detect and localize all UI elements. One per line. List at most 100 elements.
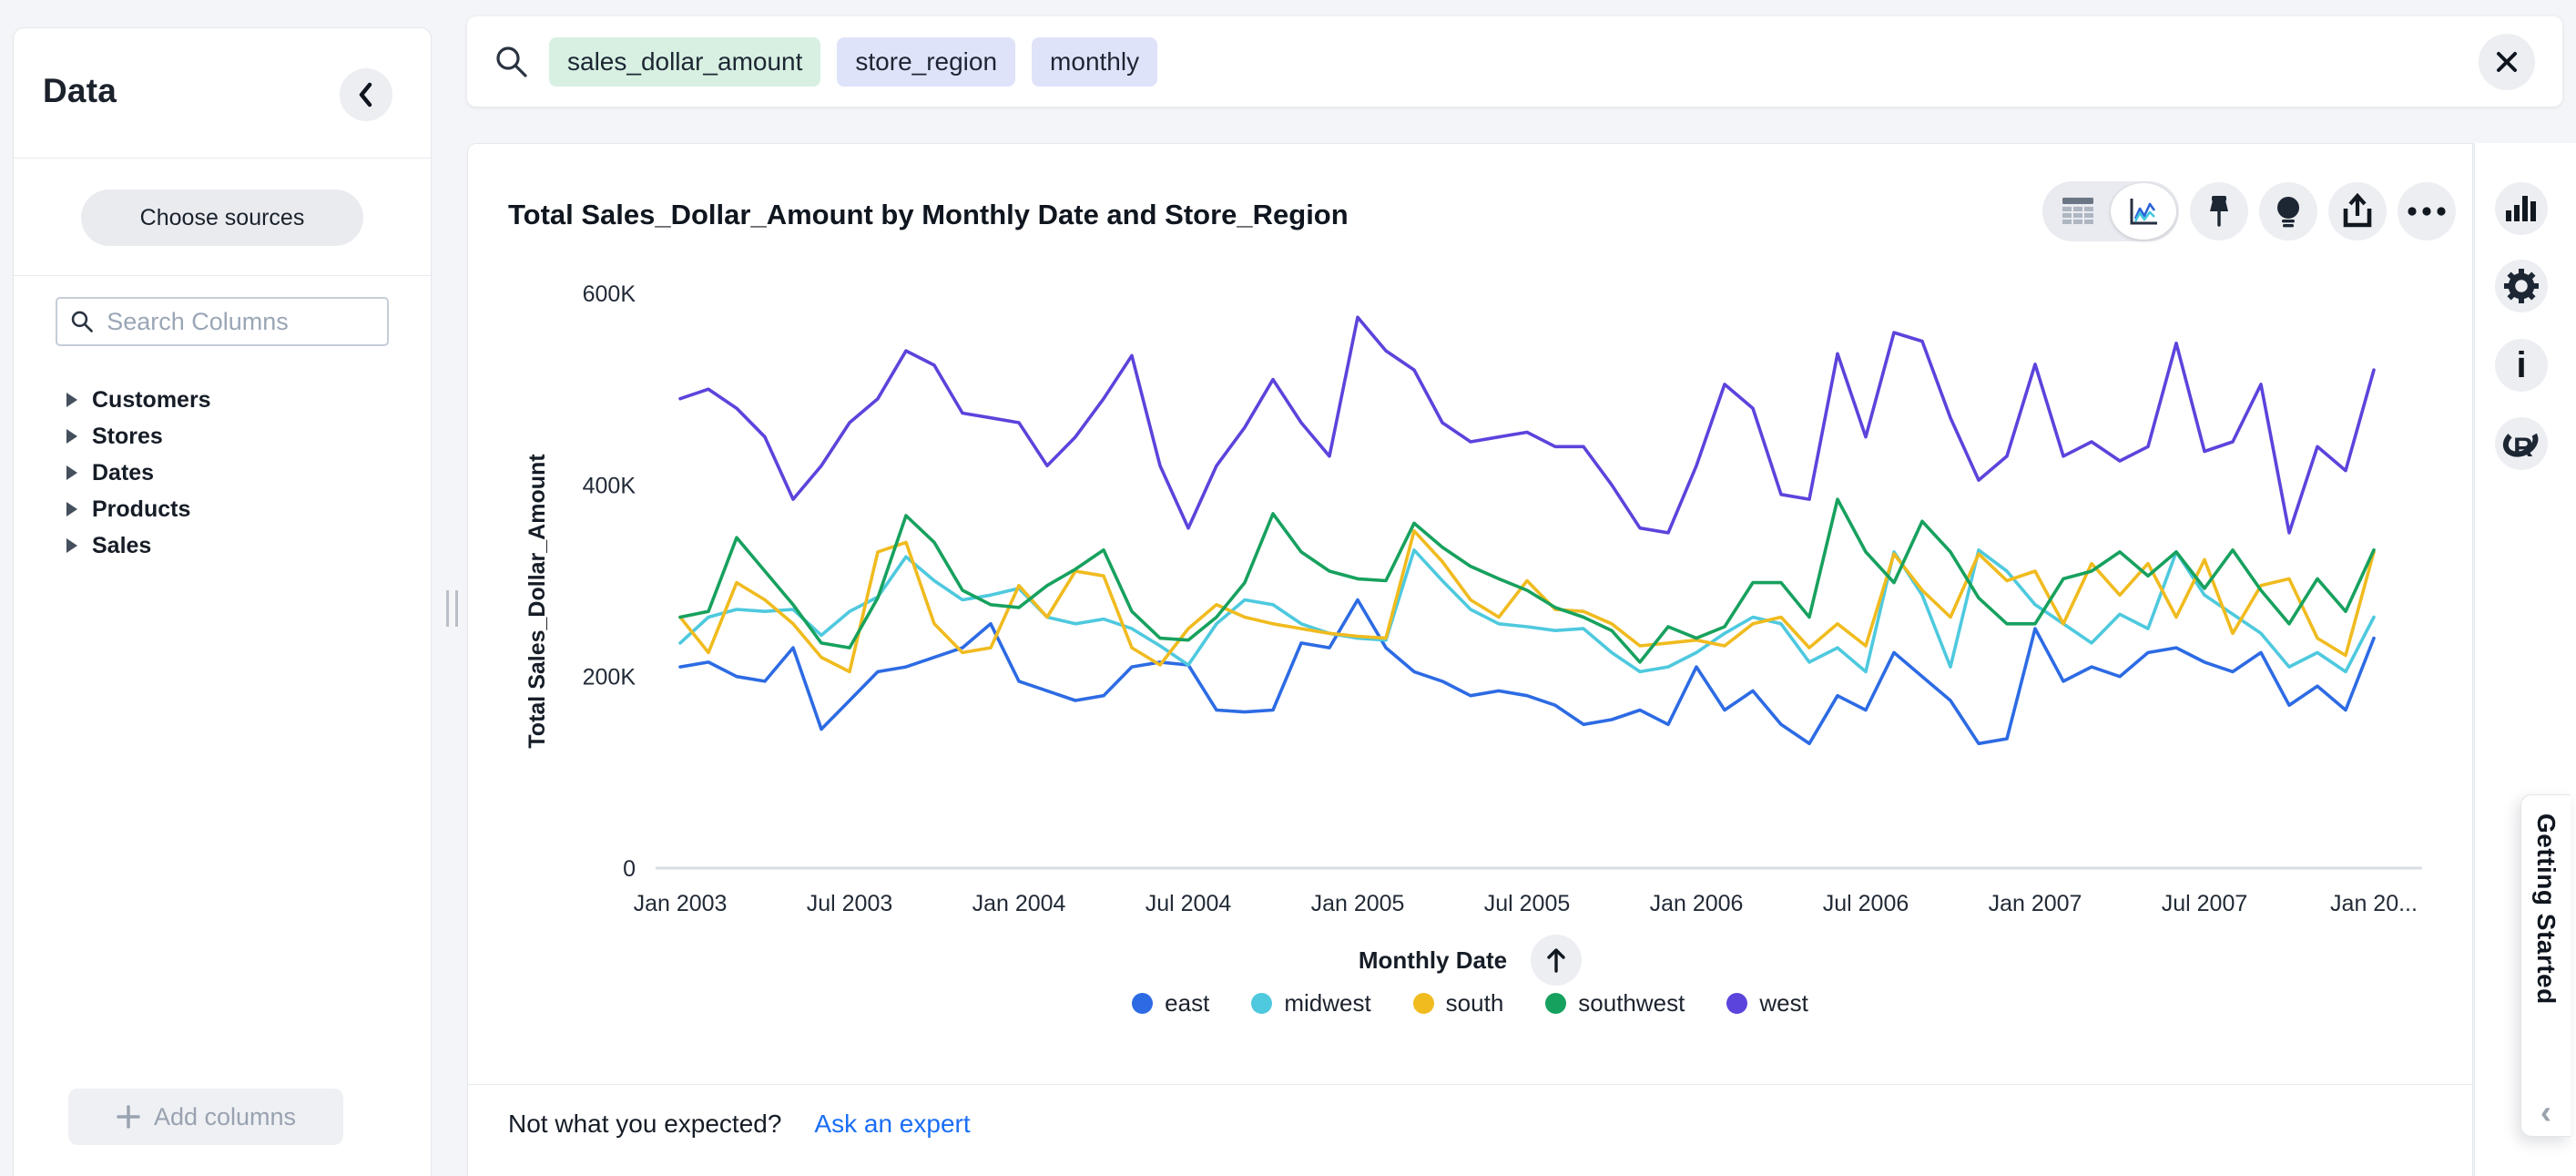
caret-right-icon (66, 538, 77, 553)
x-axis-label: Monthly Date (1359, 946, 1507, 975)
legend-item-midwest[interactable]: midwest (1251, 989, 1370, 1017)
chart-view-button[interactable] (2111, 183, 2176, 240)
tree-item-sales[interactable]: Sales (14, 527, 431, 564)
series-line-west[interactable] (680, 317, 2374, 533)
legend-item-south[interactable]: south (1413, 989, 1504, 1017)
search-columns-field[interactable] (56, 297, 389, 346)
x-tick-label: Jan 2007 (1989, 891, 2082, 916)
answer-footer: Not what you expected? Ask an expert (508, 1110, 971, 1139)
caret-right-icon (66, 429, 77, 444)
data-panel-header: Data (14, 28, 431, 159)
x-tick-label: Jul 2005 (1484, 891, 1571, 916)
footer-question: Not what you expected? (508, 1110, 781, 1139)
insights-button[interactable] (2259, 182, 2317, 240)
search-icon (70, 308, 94, 335)
add-columns-button[interactable]: Add columns (68, 1089, 343, 1145)
legend-dot (1545, 993, 1566, 1014)
panel-title: Data (43, 72, 117, 110)
choose-sources-button[interactable]: Choose sources (81, 189, 363, 246)
more-options-button[interactable] (2398, 182, 2456, 240)
r-analysis-button[interactable]: R (2495, 417, 2548, 470)
svg-text:R: R (2513, 433, 2533, 462)
legend-item-east[interactable]: east (1132, 989, 1209, 1017)
tree-item-dates[interactable]: Dates (14, 455, 431, 491)
legend-label: west (1759, 989, 1807, 1017)
x-tick-label: Jan 2003 (634, 891, 728, 916)
search-columns-input[interactable] (105, 307, 374, 337)
legend-dot (1132, 993, 1153, 1014)
x-tick-label: Jan 2004 (972, 891, 1066, 916)
legend-label: east (1165, 989, 1209, 1017)
chart-legend: east midwest south southwest west (467, 989, 2473, 1017)
y-tick-label: 200K (583, 665, 636, 690)
y-tick-label: 600K (583, 281, 636, 307)
search-token-keyword[interactable]: monthly (1032, 37, 1157, 87)
search-icon (494, 45, 529, 79)
pin-button[interactable] (2190, 182, 2248, 240)
lightbulb-icon (2272, 193, 2305, 230)
svg-text:i: i (2516, 347, 2526, 383)
r-logo-icon: R (2500, 425, 2542, 462)
legend-item-southwest[interactable]: southwest (1545, 989, 1685, 1017)
legend-dot (1413, 993, 1434, 1014)
x-tick-label: Jan 20... (2330, 891, 2418, 916)
column-tree: Customers Stores Dates Products Sales (14, 382, 431, 564)
table-icon (2061, 196, 2095, 227)
answer-title: Total Sales_Dollar_Amount by Monthly Dat… (508, 199, 1349, 231)
search-token-measure[interactable]: sales_dollar_amount (549, 37, 820, 87)
chevron-left-icon (354, 81, 378, 108)
arrow-up-icon (1544, 946, 1568, 974)
pin-icon (2203, 194, 2235, 229)
close-icon (2495, 50, 2519, 74)
search-token-attribute[interactable]: store_region (837, 37, 1015, 87)
legend-label: southwest (1578, 989, 1685, 1017)
legend-dot (1251, 993, 1272, 1014)
search-bar[interactable]: sales_dollar_amount store_region monthly (467, 16, 2562, 107)
line-chart-plot[interactable]: 0 200K 400K 600K Total Sales_Dollar_Amount Ja… (492, 273, 2459, 931)
caret-right-icon (66, 465, 77, 480)
x-axis-label-row: Monthly Date (467, 935, 2473, 986)
x-tick-label: Jan 2005 (1311, 891, 1405, 916)
legend-label: south (1446, 989, 1504, 1017)
tree-item-customers[interactable]: Customers (14, 382, 431, 418)
info-button[interactable]: i (2495, 339, 2548, 392)
plus-icon (116, 1104, 141, 1130)
y-tick-label: 400K (583, 473, 636, 498)
ellipsis-icon (2407, 206, 2447, 217)
info-icon: i (2510, 347, 2532, 383)
caret-right-icon (66, 393, 77, 407)
series-line-midwest[interactable] (680, 550, 2374, 672)
x-tick-label: Jul 2006 (1823, 891, 1909, 916)
tree-item-products[interactable]: Products (14, 491, 431, 527)
y-tick-label: 0 (623, 856, 636, 882)
bar-chart-icon (2506, 194, 2537, 223)
line-chart-icon (2125, 193, 2162, 230)
clear-search-button[interactable] (2479, 34, 2535, 90)
x-tick-label: Jul 2004 (1145, 891, 1232, 916)
search-token-list: sales_dollar_amount store_region monthly (549, 37, 2459, 87)
panel-resize-handle[interactable] (443, 590, 461, 627)
share-icon (2340, 193, 2375, 230)
legend-label: midwest (1284, 989, 1370, 1017)
gear-icon (2502, 267, 2540, 305)
getting-started-tab[interactable]: Getting Started ‹ (2520, 794, 2571, 1137)
data-panel: Data Choose sources Customers (13, 27, 432, 1176)
collapse-panel-button[interactable] (340, 68, 392, 121)
getting-started-label: Getting Started (2531, 813, 2561, 1005)
legend-item-west[interactable]: west (1726, 989, 1807, 1017)
chart-type-button[interactable] (2495, 182, 2548, 235)
sort-ascending-button[interactable] (1531, 935, 1582, 986)
x-tick-label: Jul 2003 (807, 891, 893, 916)
caret-right-icon (66, 502, 77, 516)
x-tick-label: Jul 2007 (2162, 891, 2248, 916)
tree-item-stores[interactable]: Stores (14, 418, 431, 455)
app-root: Data Choose sources Customers (0, 0, 2576, 1176)
view-toggle (2042, 181, 2179, 241)
chart-settings-button[interactable] (2495, 260, 2548, 312)
share-button[interactable] (2328, 182, 2387, 240)
table-view-button[interactable] (2045, 183, 2111, 240)
answer-toolbar (2042, 181, 2456, 241)
ask-an-expert-link[interactable]: Ask an expert (814, 1110, 970, 1139)
y-axis-title: Total Sales_Dollar_Amount (524, 454, 550, 749)
legend-dot (1726, 993, 1747, 1014)
